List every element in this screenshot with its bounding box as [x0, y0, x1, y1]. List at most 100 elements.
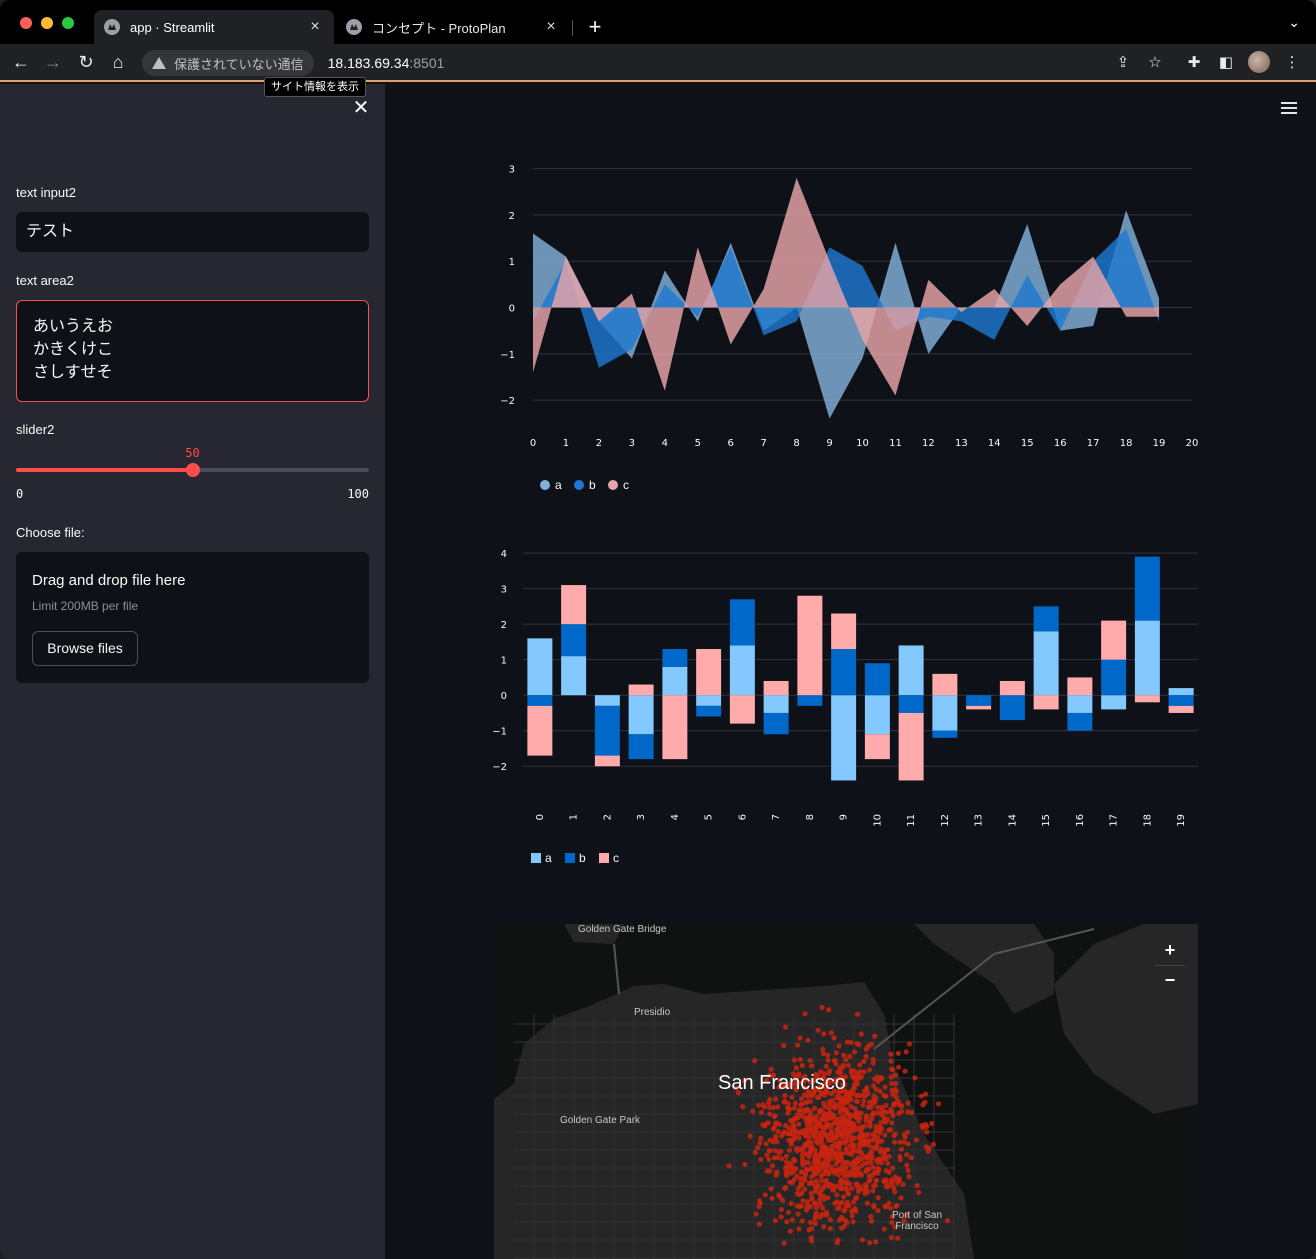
- map-point: [819, 1004, 825, 1011]
- text-input-field[interactable]: テスト: [16, 212, 369, 252]
- map-point: [834, 1192, 840, 1198]
- bar-a-16: [1067, 695, 1093, 713]
- kebab-menu-icon[interactable]: ⋮: [1284, 54, 1300, 71]
- slider-value: 50: [185, 446, 200, 460]
- x-tick-label: 16: [1075, 814, 1086, 827]
- bar-a-12: [932, 695, 958, 731]
- protoplan-favicon-icon: [346, 19, 362, 35]
- map-point: [774, 1169, 780, 1175]
- map-point: [833, 1050, 839, 1056]
- map-point: [900, 1181, 906, 1188]
- x-tick-label: 14: [1007, 814, 1018, 827]
- map-point: [760, 1102, 766, 1108]
- map-point: [829, 1143, 835, 1149]
- map-point: [924, 1123, 930, 1130]
- map[interactable]: Golden Gate Bridge Presidio Golden Gate …: [494, 924, 1198, 1259]
- slider-track[interactable]: [16, 463, 369, 477]
- map-point: [831, 1078, 837, 1084]
- legend-marker-c: [608, 480, 618, 490]
- map-point: [892, 1139, 898, 1145]
- x-tick-label: 19: [1176, 814, 1187, 827]
- map-point: [889, 1214, 895, 1220]
- minimize-window-button[interactable]: [41, 17, 53, 29]
- x-tick-label: 20: [1186, 438, 1199, 449]
- forward-arrow-icon[interactable]: →: [44, 52, 62, 72]
- map-point: [802, 1011, 808, 1017]
- bar-a-0: [527, 638, 553, 696]
- map-point: [919, 1122, 925, 1129]
- maximize-window-button[interactable]: [62, 17, 74, 29]
- y-tick-label: 3: [509, 165, 515, 176]
- map-point: [764, 1168, 770, 1174]
- map-point: [893, 1203, 899, 1209]
- bookmark-star-icon[interactable]: ☆: [1148, 54, 1162, 71]
- map-point: [794, 1080, 800, 1086]
- map-point: [854, 1040, 860, 1047]
- url-text[interactable]: 18.183.69.34:8501: [328, 55, 445, 71]
- close-tab-icon[interactable]: ×: [546, 18, 556, 35]
- profile-avatar[interactable]: [1248, 51, 1270, 73]
- map-bridge-bay: [993, 928, 1095, 955]
- y-tick-label: 3: [501, 585, 507, 596]
- map-point: [789, 1180, 795, 1186]
- map-point: [779, 1156, 785, 1162]
- map-point: [866, 1067, 872, 1073]
- close-window-button[interactable]: [20, 17, 32, 29]
- home-icon[interactable]: ⌂: [112, 52, 124, 72]
- map-point: [873, 1169, 879, 1175]
- reload-icon[interactable]: ↻: [78, 52, 94, 72]
- hamburger-menu-icon[interactable]: [1281, 102, 1297, 114]
- map-point: [863, 1046, 869, 1052]
- map-point: [766, 1104, 772, 1110]
- map-point: [803, 1207, 810, 1213]
- slider-thumb[interactable]: [185, 463, 200, 477]
- map-point: [918, 1093, 924, 1099]
- bar-c-0: [527, 705, 553, 756]
- chevron-down-icon[interactable]: ⌄: [1288, 14, 1300, 30]
- map-point: [773, 1096, 779, 1102]
- map-point: [802, 1073, 808, 1079]
- map-point: [852, 1106, 858, 1112]
- map-point: [844, 1181, 850, 1187]
- bar-b-16: [1067, 712, 1093, 731]
- browse-files-button[interactable]: Browse files: [32, 631, 138, 666]
- zoom-in-button[interactable]: +: [1164, 940, 1176, 960]
- text-area-field[interactable]: あいうえお かきくけこ さしすせそ: [16, 300, 369, 402]
- file-dropzone[interactable]: Drag and drop file here Limit 200MB per …: [16, 552, 369, 683]
- map-point: [808, 1174, 814, 1180]
- extensions-puzzle-icon[interactable]: ✚: [1187, 54, 1201, 71]
- close-sidebar-icon[interactable]: ✕: [352, 97, 370, 119]
- map-point: [870, 1203, 877, 1209]
- y-tick-label: 1: [501, 656, 507, 667]
- map-point: [781, 1240, 787, 1246]
- new-tab-icon[interactable]: +: [588, 14, 602, 39]
- close-tab-icon[interactable]: ×: [310, 18, 320, 35]
- back-arrow-icon[interactable]: ←: [12, 52, 30, 72]
- tab-streamlit[interactable]: app · Streamlit ×: [94, 10, 334, 44]
- map-point: [816, 1085, 822, 1091]
- map-point: [849, 1208, 855, 1214]
- map-point: [802, 1186, 808, 1192]
- map-point: [766, 1157, 772, 1163]
- map-point: [838, 1089, 844, 1095]
- map-point: [868, 1218, 874, 1224]
- zoom-out-button[interactable]: −: [1164, 970, 1176, 990]
- map-point: [787, 1228, 793, 1234]
- map-point: [760, 1122, 766, 1128]
- map-point: [826, 1111, 832, 1117]
- map-point: [870, 1057, 876, 1063]
- map-point: [892, 1072, 898, 1078]
- map-point: [848, 1185, 854, 1192]
- x-tick-label: 9: [826, 438, 832, 449]
- address-bar[interactable]: 保護されていない通信 18.183.69.34:8501: [142, 50, 1144, 76]
- side-panel-icon[interactable]: ◧: [1218, 54, 1234, 71]
- map-point: [855, 1073, 861, 1079]
- security-indicator[interactable]: 保護されていない通信: [142, 50, 314, 76]
- map-point: [848, 1161, 854, 1167]
- map-point: [860, 1102, 866, 1108]
- map-label-port-of-san-francisco: Port of San Francisco: [891, 1210, 943, 1232]
- tab-protoplan[interactable]: コンセプト - ProtoPlan ×: [336, 10, 570, 44]
- map-point: [872, 1076, 878, 1082]
- map-point: [875, 1195, 881, 1201]
- share-icon[interactable]: ⇪: [1116, 54, 1130, 71]
